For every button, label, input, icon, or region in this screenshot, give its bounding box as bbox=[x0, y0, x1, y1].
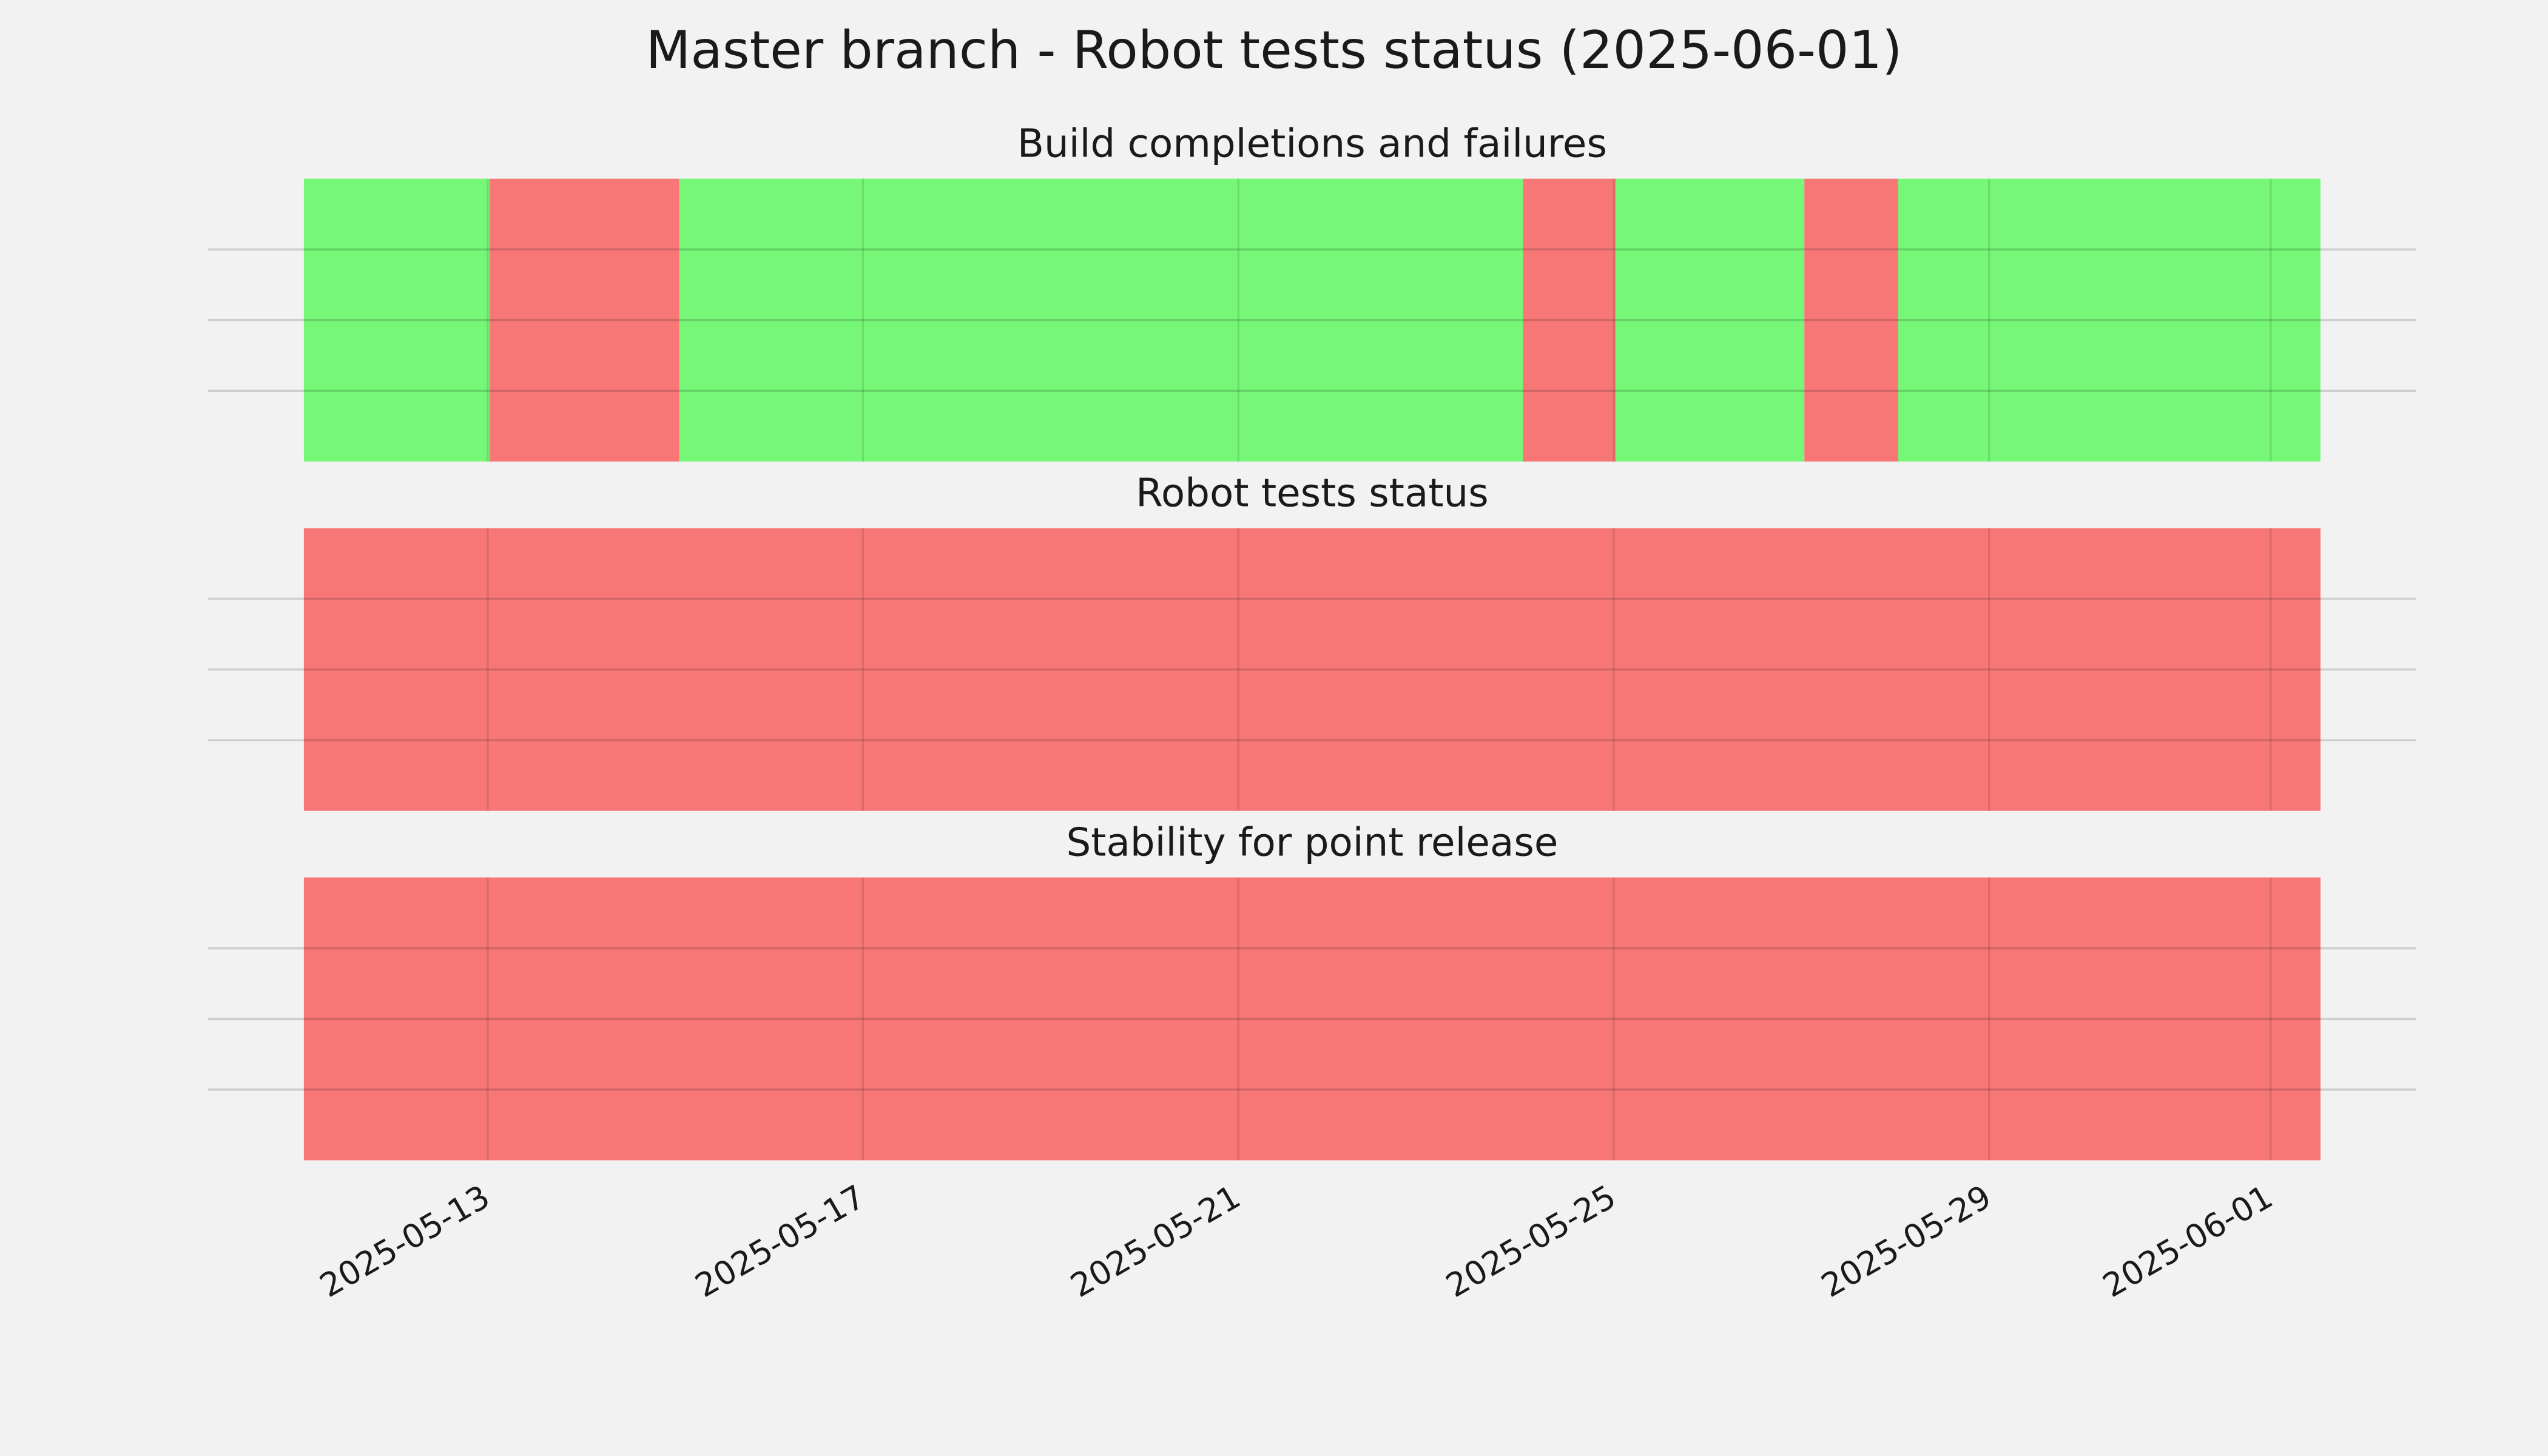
panel-title: Stability for point release bbox=[1067, 820, 1559, 865]
status-span bbox=[490, 178, 679, 462]
status-span bbox=[1616, 178, 1805, 462]
chart-title: Master branch - Robot tests status (2025… bbox=[645, 20, 1902, 81]
status-span bbox=[679, 178, 1523, 462]
status-span bbox=[303, 877, 2321, 1161]
panel-title: Robot tests status bbox=[1136, 471, 1489, 516]
status-span bbox=[303, 178, 490, 462]
status-span bbox=[1804, 178, 1898, 462]
panel-title: Build completions and failures bbox=[1017, 121, 1607, 167]
status-span bbox=[1523, 178, 1616, 462]
status-span bbox=[303, 528, 2321, 811]
status-span bbox=[1898, 178, 2320, 462]
